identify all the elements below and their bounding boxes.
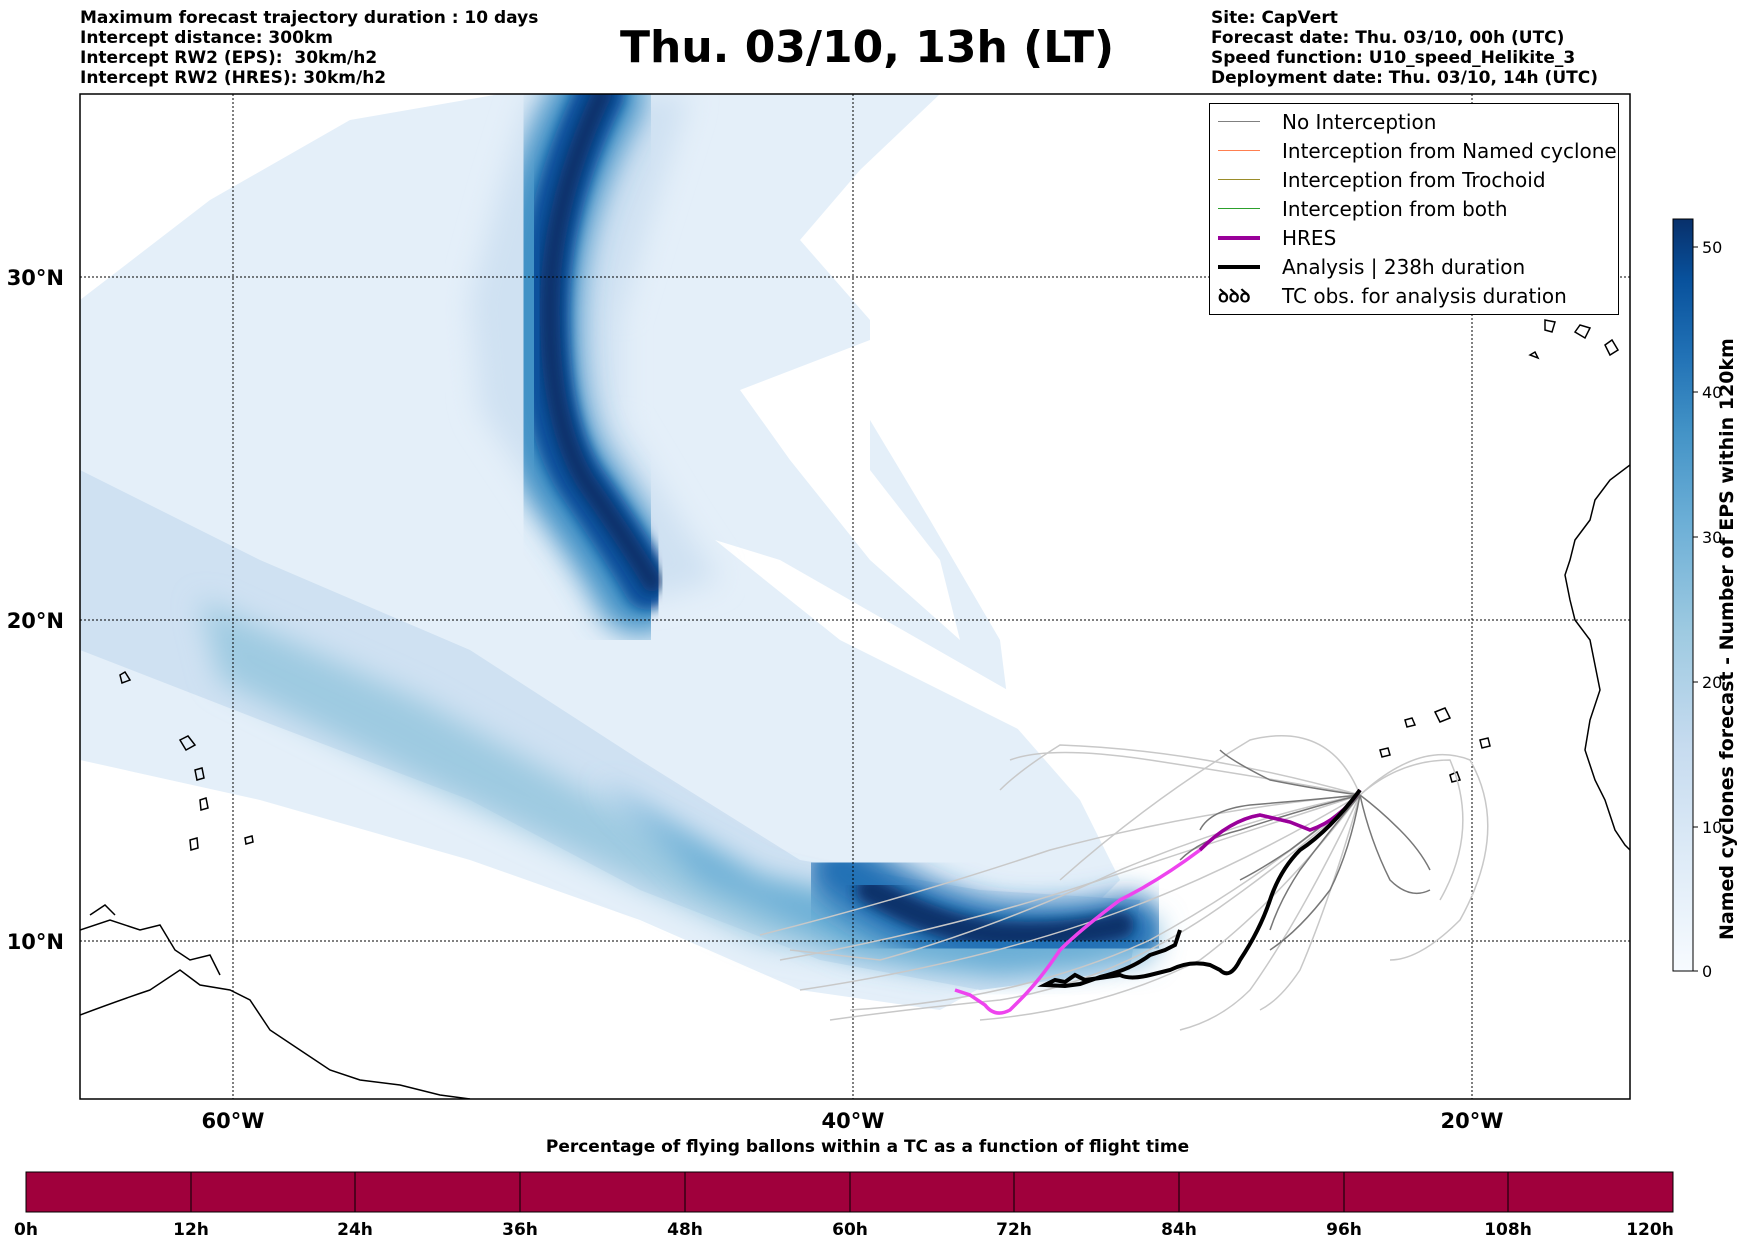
colorbar-tick-label: 50 <box>1702 238 1722 257</box>
flight-time-label: 84h <box>1161 1220 1197 1240</box>
flight-time-label: 24h <box>337 1220 373 1240</box>
legend-line <box>1218 150 1260 151</box>
lat-tick-label: 30°N <box>7 266 64 290</box>
flight-time-label: 36h <box>502 1220 538 1240</box>
header-line: Speed function: U10_speed_Helikite_3 <box>1211 48 1576 68</box>
flight-time-bar-title: Percentage of flying ballons within a TC… <box>545 1137 1190 1157</box>
flight-time-bar-ticks <box>25 1172 1674 1212</box>
legend-item-hres: HRES <box>1210 223 1336 252</box>
tc-symbol-icon: ꝺꝺꝺ <box>1218 285 1251 307</box>
legend-item-no-interception: No Interception <box>1210 107 1436 136</box>
lat-tick-label: 10°N <box>7 930 64 954</box>
page-title: Thu. 03/10, 13h (LT) <box>620 22 1115 73</box>
legend-label: Analysis | 238h duration <box>1282 254 1526 279</box>
legend-item-analysis: Analysis | 238h duration <box>1210 252 1525 281</box>
colorbar-ticks: 0 10 20 30 40 50 <box>1693 238 1722 981</box>
colorbar <box>1672 218 1694 972</box>
legend-line <box>1218 208 1260 209</box>
header-line: Intercept RW2 (HRES): 30km/h2 <box>80 68 387 88</box>
header-right-info: Site: CapVert Forecast date: Thu. 03/10,… <box>1211 8 1598 88</box>
flight-time-label: 72h <box>996 1220 1032 1240</box>
legend-label: Interception from Trochoid <box>1282 167 1546 192</box>
trajectories-dark <box>1179 749 1431 951</box>
legend-item-trochoid: Interception from Trochoid <box>1210 165 1546 194</box>
legend-line <box>1218 264 1260 269</box>
legend-label: HRES <box>1282 225 1337 250</box>
map-area <box>80 94 1630 1099</box>
legend-label: Interception from both <box>1282 196 1508 221</box>
flight-time-label: 108h <box>1484 1220 1532 1240</box>
legend-label: Interception from Named cyclone <box>1282 138 1617 163</box>
legend-line <box>1218 235 1260 240</box>
lon-tick-label: 20°W <box>1441 1109 1504 1133</box>
coastlines <box>80 319 1630 1099</box>
legend-item-named-cyclone: Interception from Named cyclone <box>1210 136 1617 165</box>
analysis-track <box>1037 788 1362 989</box>
header-line: Forecast date: Thu. 03/10, 00h (UTC) <box>1211 28 1565 48</box>
colorbar-tick-label: 10 <box>1702 818 1722 837</box>
header-line: Intercept distance: 300km <box>80 28 333 48</box>
colorbar-tick-label: 20 <box>1702 673 1722 692</box>
colorbar-tick-label: 40 <box>1702 383 1722 402</box>
colorbar-tick-label: 0 <box>1702 962 1712 981</box>
flight-time-labels: 0h 12h 24h 36h 48h 60h 72h 84h 96h 108h … <box>14 1220 1674 1240</box>
legend-item-both: Interception from both <box>1210 194 1508 223</box>
legend-line <box>1218 121 1260 122</box>
flight-time-label: 96h <box>1326 1220 1362 1240</box>
map-legend: No Interception Interception from Named … <box>1209 103 1619 315</box>
lat-tick-label: 20°N <box>7 609 64 633</box>
flight-time-label: 48h <box>667 1220 703 1240</box>
colorbar-label: Named cyclones forecast - Number of EPS … <box>1716 338 1738 940</box>
gridlines <box>80 94 1630 1099</box>
lon-tick-label: 40°W <box>822 1109 885 1133</box>
legend-item-tc-obs: ꝺꝺꝺ TC obs. for analysis duration <box>1210 281 1567 310</box>
flight-time-label: 120h <box>1626 1220 1674 1240</box>
header-line: Site: CapVert <box>1211 8 1338 28</box>
colorbar-tick-label: 30 <box>1702 528 1722 547</box>
header-left-info: Maximum forecast trajectory duration : 1… <box>80 8 538 88</box>
lon-tick-label: 60°W <box>202 1109 265 1133</box>
legend-line <box>1218 179 1260 180</box>
header-line: Maximum forecast trajectory duration : 1… <box>80 8 539 28</box>
flight-time-label: 12h <box>173 1220 209 1240</box>
header-line: Deployment date: Thu. 03/10, 14h (UTC) <box>1211 68 1598 88</box>
legend-label: No Interception <box>1282 109 1437 134</box>
flight-time-label: 0h <box>14 1220 38 1240</box>
legend-label: TC obs. for analysis duration <box>1282 283 1567 308</box>
map-frame <box>79 93 1631 1100</box>
header-line: Intercept RW2 (EPS): 30km/h2 <box>80 48 378 68</box>
flight-time-label: 60h <box>832 1220 868 1240</box>
